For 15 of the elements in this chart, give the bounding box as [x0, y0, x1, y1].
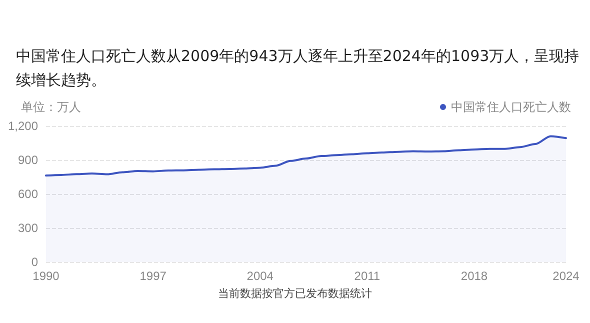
- y-tick-label: 900: [18, 153, 38, 167]
- y-tick-label: 0: [31, 255, 38, 269]
- x-tick-label: 2024: [552, 269, 580, 283]
- y-tick-label: 300: [18, 221, 38, 235]
- text: 当前数据按官方已发布数据统计: [217, 286, 373, 301]
- chart-subtitle: 中国常住人口死亡人数从2009年的943万人逐年上升至2024年的1093万人，呈现持续增长趋势。: [16, 46, 580, 91]
- x-tick-label: 2004: [246, 269, 274, 283]
- y-axis-title: 单位：万人: [21, 100, 81, 114]
- x-tick-label: 2018: [460, 269, 488, 283]
- x-tick-label: 1990: [32, 269, 60, 283]
- legend-label: 中国常住人口死亡人数: [451, 100, 571, 114]
- y-tick-label: 600: [18, 187, 38, 201]
- x-tick-label: 1997: [140, 269, 167, 283]
- y-tick-label: 1,200: [8, 119, 38, 133]
- x-tick-label: 2011: [354, 269, 380, 283]
